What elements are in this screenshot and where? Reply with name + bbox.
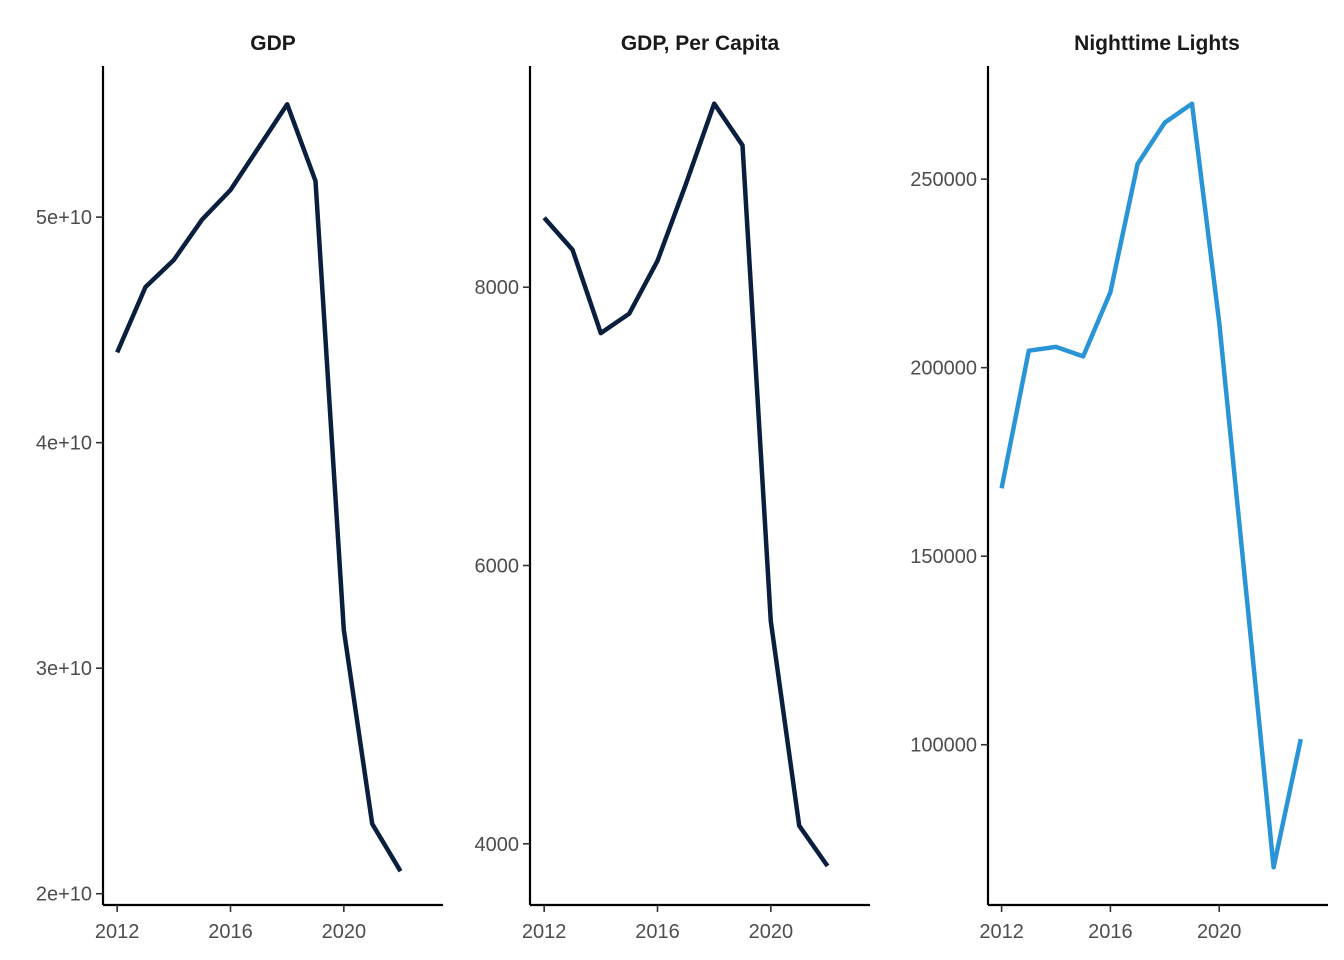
y-tick-label: 4000 — [475, 834, 520, 856]
y-tick-label: 150000 — [910, 546, 977, 568]
x-tick-label: 2016 — [208, 921, 253, 943]
y-tick-label: 4e+10 — [36, 433, 92, 455]
x-tick-label: 2020 — [749, 921, 794, 943]
y-tick-label: 3e+10 — [36, 658, 92, 680]
x-tick-label: 2020 — [322, 921, 367, 943]
x-tick-label: 2012 — [979, 921, 1024, 943]
panel-gdp: GDP 2e+10 3e+10 4e+10 5e+10 2012 2016 2020 — [36, 32, 443, 943]
panel-title-gdp: GDP — [250, 32, 296, 55]
x-tick-label: 2016 — [1088, 921, 1133, 943]
x-tick-label: 2012 — [95, 921, 140, 943]
panel-title-gdp-per-capita: GDP, Per Capita — [621, 32, 780, 55]
x-tick-label: 2020 — [1197, 921, 1242, 943]
series-line-gdp-per-capita — [542, 101, 830, 868]
x-tick-label: 2016 — [635, 921, 680, 943]
y-tick-label: 6000 — [475, 556, 520, 578]
y-tick-label: 250000 — [910, 169, 977, 191]
panel-gdp-per-capita: GDP, Per Capita 4000 6000 8000 2012 2016 2020 — [475, 32, 870, 943]
panel-nighttime-lights: Nighttime Lights 100000 150000 200000 25000… — [910, 32, 1328, 943]
x-tick-label: 2012 — [522, 921, 567, 943]
y-tick-label: 100000 — [910, 735, 977, 757]
panel-title-nighttime-lights: Nighttime Lights — [1074, 32, 1240, 55]
y-tick-label: 2e+10 — [36, 884, 92, 906]
y-tick-label: 5e+10 — [36, 207, 92, 229]
series-line-nighttime-lights — [999, 101, 1304, 870]
y-tick-label: 8000 — [475, 277, 520, 299]
y-tick-label: 200000 — [910, 358, 977, 380]
series-line-gdp — [115, 102, 403, 873]
